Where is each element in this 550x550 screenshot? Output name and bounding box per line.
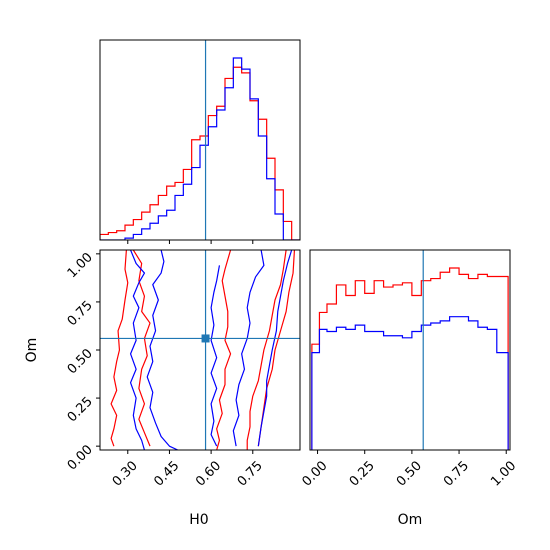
h0-tick-label-2: 0.45 [151,458,182,489]
h0-histogram-area [100,40,300,240]
om-histogram-series-2 [311,316,509,450]
contour-series-1-line-4 [246,250,287,450]
x-axis-label-h0: H0 [189,512,208,528]
h0-tick-label-1: 0.30 [110,458,141,489]
contour-series-2-line-2 [146,250,179,450]
om-x-tick-label-5: 1.00 [488,458,519,489]
h0-histogram-panel [99,39,301,244]
x-axis-label-om: Om [398,512,423,528]
contour-series-1-line-5 [257,250,296,447]
om-x-tick-label-1: 0.00 [300,458,331,489]
h0-om-contour-panel: 0.30 0.45 0.60 0.75 0.00 0.25 0.50 0.75 1.00 [65,249,301,490]
om-tick-label-3: 0.50 [65,346,96,377]
contour-area [100,250,300,450]
h0-histogram-series-2 [100,57,300,240]
truth-marker [201,334,210,343]
om-tick-label-4: 0.75 [65,298,96,329]
om-x-tick-label-4: 0.75 [441,458,472,489]
om-histogram-area [311,250,509,450]
contour-frame [99,249,301,451]
contour-series-2-line-1 [129,250,146,450]
om-tick-label-2: 0.25 [65,394,96,425]
om-histogram-series-1 [311,267,509,450]
om-x-tick-label-2: 0.25 [347,458,378,489]
contour-series-1-line-2 [132,250,151,447]
om-histogram-frame [309,249,511,451]
om-x-tick-label-3: 0.50 [394,458,425,489]
h0-histogram-frame [99,39,301,241]
h0-tick-label-4: 0.75 [235,458,266,489]
y-axis-label-om: Om [24,338,40,363]
om-tick-label-1: 0.00 [65,442,96,473]
contour-series-1-line-3 [216,250,232,450]
contour-series-2-line-5 [257,250,293,447]
om-tick-label-5: 1.00 [65,250,96,281]
om-histogram-panel: 0.00 0.25 0.50 0.75 1.00 [300,249,519,490]
h0-tick-label-3: 0.60 [193,458,224,489]
contour-series-2-line-4 [232,250,265,447]
contour-series-2-line-3 [210,265,221,447]
h0-histogram-series-1 [100,66,300,240]
contour-series-1-line-1 [110,250,129,447]
